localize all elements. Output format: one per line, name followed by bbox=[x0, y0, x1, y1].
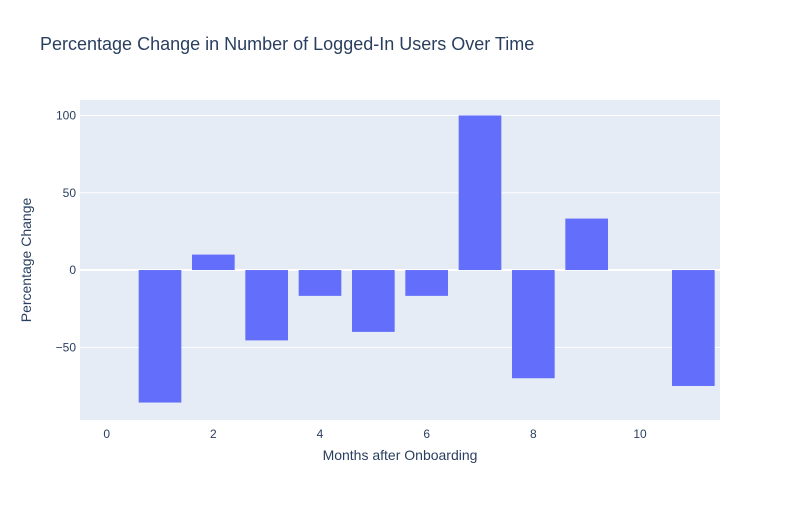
y-axis-ticks: −50 0 50 100 bbox=[56, 108, 77, 354]
bar bbox=[405, 270, 448, 296]
gridlines bbox=[80, 114, 720, 348]
x-tick-label: 6 bbox=[423, 427, 430, 441]
bar bbox=[352, 270, 395, 332]
bar bbox=[245, 270, 288, 341]
x-axis-label: Months after Onboarding bbox=[323, 447, 478, 463]
bar bbox=[138, 270, 182, 403]
chart-title: Percentage Change in Number of Logged-In… bbox=[40, 34, 534, 54]
bar bbox=[512, 270, 555, 379]
y-tick-label: 100 bbox=[56, 108, 76, 122]
bar bbox=[672, 270, 715, 386]
y-tick-label: 50 bbox=[63, 186, 77, 200]
bar bbox=[298, 270, 342, 296]
y-tick-label: 0 bbox=[69, 263, 76, 277]
bar bbox=[192, 254, 235, 271]
bar bbox=[565, 218, 608, 271]
y-tick-label: −50 bbox=[56, 340, 77, 354]
x-tick-label: 10 bbox=[633, 427, 647, 441]
y-axis-label: Percentage Change bbox=[18, 198, 34, 323]
bars bbox=[138, 115, 715, 403]
x-tick-label: 2 bbox=[210, 427, 217, 441]
x-tick-label: 0 bbox=[103, 427, 110, 441]
x-tick-label: 4 bbox=[317, 427, 324, 441]
x-tick-label: 8 bbox=[530, 427, 537, 441]
bar bbox=[458, 115, 502, 271]
x-axis-ticks: 0 2 4 6 8 10 bbox=[103, 427, 647, 441]
plot-area bbox=[80, 100, 720, 420]
